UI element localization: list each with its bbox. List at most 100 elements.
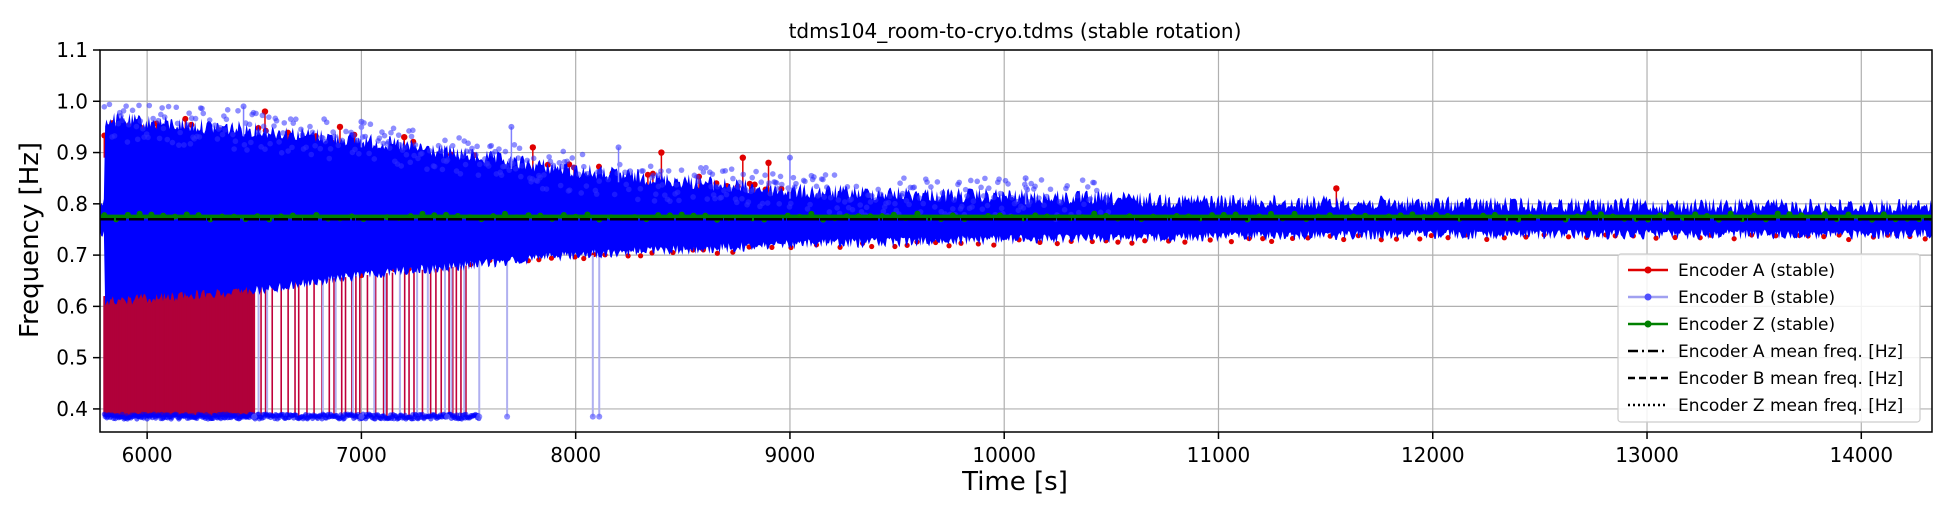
series-b-point xyxy=(714,183,721,190)
series-z-point xyxy=(1267,210,1274,217)
series-b-point xyxy=(1061,206,1068,213)
series-a-point xyxy=(1269,238,1275,245)
series-b-point xyxy=(897,180,903,187)
series-b-point xyxy=(173,104,180,111)
series-z-point xyxy=(1102,212,1109,219)
series-b-point xyxy=(465,140,471,147)
series-b-point xyxy=(439,166,446,173)
legend-label: Encoder A (stable) xyxy=(1678,261,1835,281)
legend-label: Encoder B (stable) xyxy=(1678,288,1835,308)
series-b-point xyxy=(263,128,270,135)
series-b-point xyxy=(255,129,262,135)
series-b-point xyxy=(703,164,709,171)
series-z-point xyxy=(278,213,285,220)
series-b-point xyxy=(352,146,358,153)
series-b-point xyxy=(662,192,668,198)
series-b-point xyxy=(1074,192,1081,199)
series-b-point xyxy=(176,142,182,148)
series-b-point xyxy=(159,105,165,111)
series-b-point xyxy=(253,110,259,117)
series-b-point xyxy=(298,126,304,133)
series-z-point xyxy=(914,210,921,217)
series-b-point xyxy=(593,191,600,197)
series-z-point xyxy=(160,212,167,219)
series-z-point xyxy=(1091,210,1098,217)
x-axis-label: Time [s] xyxy=(961,467,1068,497)
series-b-point xyxy=(140,125,146,132)
series-b-point xyxy=(280,130,286,136)
series-b-point xyxy=(273,117,280,124)
x-tick-label: 8000 xyxy=(550,443,601,467)
series-b-point xyxy=(1041,202,1047,209)
series-b-point xyxy=(718,194,725,201)
series-b-low-outlier xyxy=(596,413,603,420)
series-b-point xyxy=(354,137,361,144)
series-a-high-outlier xyxy=(529,144,537,151)
series-b-point xyxy=(736,179,743,186)
series-b-point xyxy=(381,132,388,139)
series-b-point xyxy=(530,155,537,162)
series-z-point xyxy=(454,212,461,219)
series-b-point xyxy=(849,206,856,213)
series-b-point xyxy=(397,141,403,148)
series-b-point xyxy=(1075,209,1082,216)
series-z-point xyxy=(348,213,355,220)
series-b-point xyxy=(1032,183,1038,190)
series-b-point xyxy=(177,129,183,136)
series-z-point xyxy=(431,212,438,219)
series-z-point xyxy=(690,212,697,219)
series-b-point xyxy=(728,166,735,172)
series-z-point xyxy=(1704,212,1711,219)
series-b-point xyxy=(410,127,416,134)
series-b-point xyxy=(541,172,547,178)
legend-label: Encoder Z mean freq. [Hz] xyxy=(1678,396,1903,416)
series-b-point xyxy=(395,132,402,138)
series-b-point xyxy=(496,146,502,152)
series-b-point xyxy=(223,116,230,123)
series-b-point xyxy=(596,178,603,184)
series-a-point xyxy=(1115,239,1121,245)
series-b-point xyxy=(694,174,700,180)
series-b-point xyxy=(967,177,974,184)
series-b-point xyxy=(581,163,587,170)
series-b-point xyxy=(133,123,140,130)
series-b-low-outlier xyxy=(251,413,258,420)
series-z-point xyxy=(1232,211,1239,218)
series-b-point xyxy=(831,172,838,178)
series-a-point xyxy=(1653,235,1659,241)
series-b-point xyxy=(259,112,266,119)
legend: Encoder A (stable) Encoder B (stable) Enco… xyxy=(1617,253,1921,423)
series-b-point xyxy=(984,202,991,209)
series-b-point xyxy=(626,186,632,193)
series-b-point xyxy=(367,121,374,128)
y-tick-label: 0.7 xyxy=(56,243,88,267)
series-b-point xyxy=(667,198,673,204)
series-b-point xyxy=(407,159,414,166)
series-b-point xyxy=(516,145,523,152)
series-b-point xyxy=(482,156,488,162)
series-b-point xyxy=(723,191,730,198)
series-a-point xyxy=(1731,236,1737,242)
series-b-point xyxy=(129,107,136,114)
series-b-point xyxy=(398,163,405,169)
series-b-point xyxy=(777,173,784,180)
series-b-point xyxy=(635,196,641,203)
series-b-point xyxy=(267,140,273,147)
series-b-point xyxy=(982,175,988,182)
series-a-point xyxy=(1523,234,1529,240)
legend-entry: Encoder A mean freq. [Hz] xyxy=(1628,342,1903,362)
series-z-point xyxy=(1173,213,1180,220)
series-b-point xyxy=(853,183,860,190)
series-b-point xyxy=(1043,193,1050,200)
series-b-point xyxy=(469,145,475,152)
series-b-point xyxy=(262,146,268,152)
series-z-point xyxy=(1444,212,1451,219)
series-b-point xyxy=(813,183,820,190)
series-b-point xyxy=(773,180,780,186)
series-a-point xyxy=(1417,236,1423,242)
series-a-point xyxy=(1037,239,1043,246)
series-a-point xyxy=(837,244,843,250)
series-z-point xyxy=(1751,212,1758,219)
series-b-high-outlier xyxy=(786,154,793,161)
series-b-point xyxy=(412,142,419,148)
